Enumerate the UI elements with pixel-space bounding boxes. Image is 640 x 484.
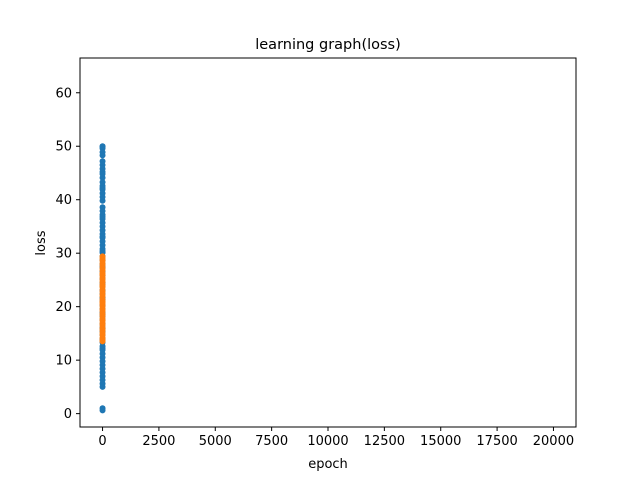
x-tick-label: 0 — [98, 434, 106, 449]
x-axis-label: epoch — [308, 457, 348, 472]
x-tick-label: 5000 — [199, 434, 232, 449]
y-tick-label: 0 — [64, 407, 72, 422]
data-point-series-1 — [99, 152, 106, 159]
data-point-series-2 — [99, 299, 106, 306]
y-tick-label: 20 — [55, 300, 72, 315]
x-tick-label: 17500 — [476, 434, 517, 449]
data-point-series-1 — [99, 171, 106, 178]
data-point-series-2 — [99, 282, 106, 289]
chart-title: learning graph(loss) — [255, 37, 401, 53]
data-point-series-1 — [99, 345, 106, 352]
data-point-series-1 — [99, 407, 106, 414]
x-tick-label: 10000 — [307, 434, 348, 449]
points-layer — [99, 143, 106, 414]
x-tick-label: 12500 — [364, 434, 405, 449]
x-tick-label: 2500 — [142, 434, 175, 449]
data-point-series-1 — [99, 143, 106, 150]
data-point-series-1 — [99, 194, 106, 201]
x-tick-label: 15000 — [420, 434, 461, 449]
x-tick-label: 7500 — [255, 434, 288, 449]
y-tick-label: 30 — [55, 247, 72, 262]
x-tick-label: 20000 — [533, 434, 574, 449]
data-point-series-1 — [99, 233, 106, 240]
y-tick-label: 10 — [55, 354, 72, 369]
data-point-series-1 — [99, 184, 106, 191]
data-point-series-1 — [99, 383, 106, 390]
y-tick-label: 50 — [55, 140, 72, 155]
y-tick-label: 60 — [55, 86, 72, 101]
y-tick-label: 40 — [55, 193, 72, 208]
data-point-series-2 — [99, 338, 106, 345]
data-point-series-1 — [99, 158, 106, 165]
data-point-series-1 — [99, 213, 106, 220]
x-axis-ticks: 0 2500 5000 7500 10000 12500 15000 17500 20000 — [98, 427, 574, 449]
data-point-series-1 — [99, 248, 106, 255]
data-point-series-2 — [99, 271, 106, 278]
y-axis-ticks: 0 10 20 30 40 50 60 — [55, 86, 80, 422]
y-axis-label: loss — [34, 230, 49, 255]
